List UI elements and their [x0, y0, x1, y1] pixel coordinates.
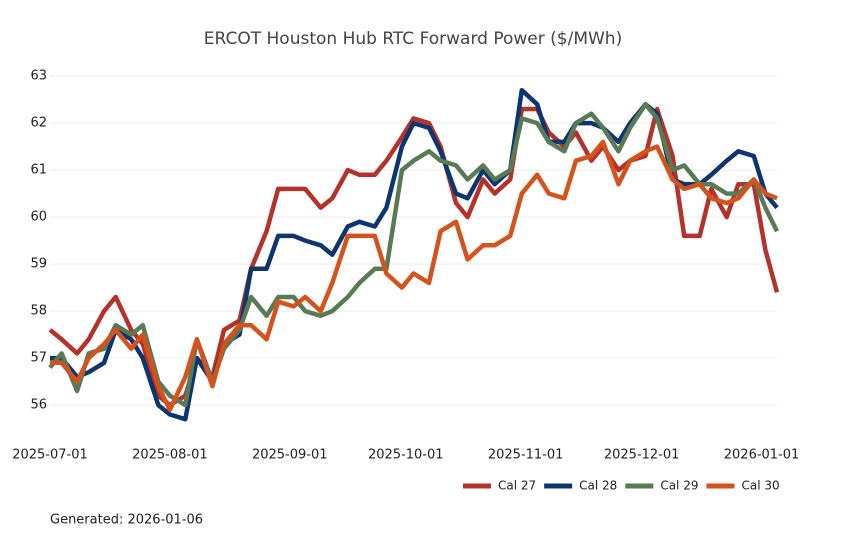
- x-tick-label: 2025-11-01: [488, 448, 564, 463]
- series-line: [48, 102, 780, 408]
- y-tick-label: 57: [30, 351, 47, 366]
- x-tick-label: 2025-10-01: [368, 448, 444, 463]
- y-tick-label: 62: [30, 116, 47, 131]
- y-tick-label: 63: [30, 69, 47, 84]
- legend-label: Cal 30: [741, 479, 779, 493]
- legend-label: Cal 29: [660, 479, 698, 493]
- y-tick-label: 56: [30, 398, 47, 413]
- footer-note: Generated: 2026-01-06: [50, 513, 203, 528]
- legend-label: Cal 27: [498, 479, 536, 493]
- series-line: [50, 139, 778, 413]
- x-tick-label: 2026-01-01: [724, 448, 800, 463]
- chart-title: ERCOT Houston Hub RTC Forward Power ($/M…: [204, 29, 622, 49]
- x-tick-label: 2025-09-01: [252, 448, 328, 463]
- x-tick-label: 2025-12-01: [604, 448, 680, 463]
- x-tick-label: 2025-08-01: [132, 448, 208, 463]
- legend-label: Cal 28: [579, 479, 617, 493]
- series-line: [50, 87, 779, 422]
- y-tick-label: 61: [30, 163, 47, 178]
- y-tick-label: 59: [30, 257, 47, 272]
- y-tick-label: 60: [30, 210, 47, 225]
- y-tick-label: 58: [30, 304, 47, 319]
- x-tick-label: 2025-07-01: [12, 448, 88, 463]
